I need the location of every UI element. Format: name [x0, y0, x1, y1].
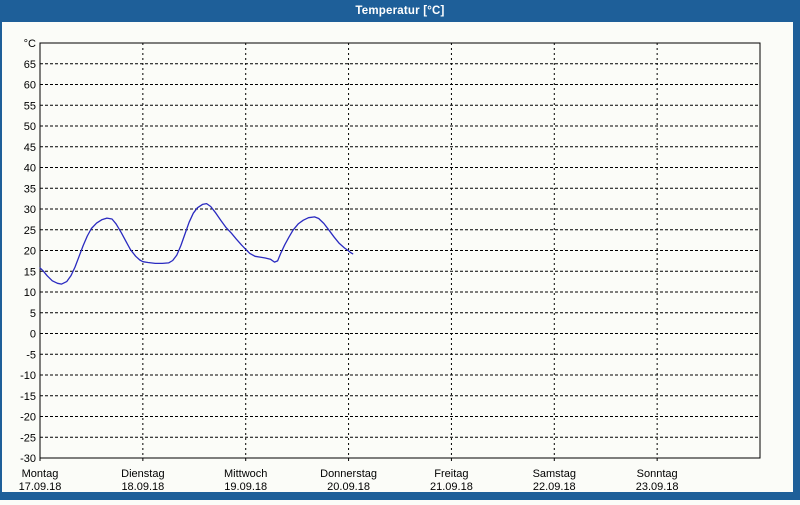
y-tick-label: 65: [24, 59, 36, 71]
y-tick-label: 60: [24, 80, 36, 92]
y-tick-label: 30: [24, 204, 36, 216]
y-tick-label: 5: [30, 308, 36, 320]
window-frame-left: [0, 22, 2, 492]
y-tick-label: 15: [24, 266, 36, 278]
y-tick-label: 20: [24, 246, 36, 258]
window-frame-bottom: [0, 492, 800, 500]
y-tick-label: -10: [20, 370, 36, 382]
window-frame-right: [793, 22, 800, 492]
day-name-label: Freitag: [434, 468, 468, 480]
day-date-label: 20.09.18: [327, 481, 370, 493]
day-date-label: 19.09.18: [224, 481, 267, 493]
y-tick-label: 0: [30, 329, 36, 341]
y-tick-label: 25: [24, 225, 36, 237]
day-date-label: 23.09.18: [636, 481, 679, 493]
day-name-label: Donnerstag: [320, 468, 377, 480]
temperature-curve: [39, 202, 354, 285]
day-name-label: Montag: [22, 468, 59, 480]
day-name-label: Samstag: [533, 468, 576, 480]
y-tick-label: 10: [24, 287, 36, 299]
day-date-label: 21.09.18: [430, 481, 473, 493]
y-tick-label: 55: [24, 100, 36, 112]
y-tick-label: 35: [24, 183, 36, 195]
day-date-label: 22.09.18: [533, 481, 576, 493]
y-tick-label: -30: [20, 453, 36, 465]
day-date-label: 17.09.18: [19, 481, 62, 493]
plot-border: [39, 42, 761, 459]
y-tick-label: -20: [20, 412, 36, 424]
y-tick-label: -15: [20, 391, 36, 403]
y-tick-label: -25: [20, 432, 36, 444]
window-titlebar[interactable]: Temperatur [°C]: [0, 0, 800, 22]
day-name-label: Dienstag: [121, 468, 164, 480]
y-axis-unit-label: °C: [24, 38, 36, 50]
day-date-label: 18.09.18: [121, 481, 164, 493]
day-name-label: Sonntag: [637, 468, 678, 480]
y-tick-label: -5: [26, 349, 36, 361]
window-title: Temperatur [°C]: [355, 5, 445, 17]
y-tick-label: 40: [24, 163, 36, 175]
y-tick-label: 50: [24, 121, 36, 133]
day-name-label: Mittwoch: [224, 468, 267, 480]
y-tick-label: 45: [24, 142, 36, 154]
